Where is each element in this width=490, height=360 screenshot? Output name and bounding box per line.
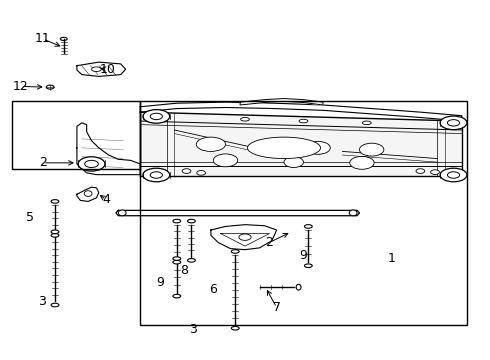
Ellipse shape <box>143 168 170 182</box>
Ellipse shape <box>173 260 181 264</box>
Ellipse shape <box>173 257 181 260</box>
Polygon shape <box>240 99 323 105</box>
Polygon shape <box>77 62 125 76</box>
Ellipse shape <box>51 303 59 307</box>
Bar <box>140 102 466 325</box>
Ellipse shape <box>173 219 181 223</box>
Text: 5: 5 <box>25 211 34 224</box>
Ellipse shape <box>60 37 67 41</box>
Ellipse shape <box>447 172 460 178</box>
Text: 2: 2 <box>266 236 273 249</box>
Ellipse shape <box>92 67 101 72</box>
Ellipse shape <box>284 157 303 167</box>
Ellipse shape <box>304 225 312 228</box>
Text: 3: 3 <box>189 323 197 336</box>
Ellipse shape <box>416 169 425 174</box>
Text: 7: 7 <box>272 301 281 314</box>
Ellipse shape <box>182 169 191 174</box>
Ellipse shape <box>196 137 225 152</box>
Ellipse shape <box>197 171 205 175</box>
Text: 9: 9 <box>156 276 164 289</box>
Ellipse shape <box>363 121 371 125</box>
Text: 2: 2 <box>39 156 47 169</box>
Text: 11: 11 <box>35 32 50 45</box>
Text: 8: 8 <box>180 264 188 276</box>
Ellipse shape <box>306 141 330 154</box>
Ellipse shape <box>173 294 181 298</box>
Ellipse shape <box>241 117 249 121</box>
Ellipse shape <box>296 284 301 290</box>
Polygon shape <box>77 187 99 202</box>
Ellipse shape <box>213 154 238 167</box>
Ellipse shape <box>188 258 196 262</box>
Ellipse shape <box>118 210 126 216</box>
Ellipse shape <box>431 170 440 175</box>
Polygon shape <box>140 112 462 176</box>
Text: 9: 9 <box>299 249 307 262</box>
Ellipse shape <box>257 140 282 153</box>
Ellipse shape <box>239 234 251 240</box>
Polygon shape <box>116 210 360 216</box>
Ellipse shape <box>360 143 384 156</box>
Text: 12: 12 <box>13 80 29 93</box>
Ellipse shape <box>440 168 467 182</box>
Ellipse shape <box>85 160 98 167</box>
Ellipse shape <box>51 230 59 234</box>
Polygon shape <box>77 123 140 175</box>
Ellipse shape <box>84 191 92 197</box>
Ellipse shape <box>231 327 239 330</box>
Ellipse shape <box>150 172 162 178</box>
Ellipse shape <box>143 110 170 123</box>
Ellipse shape <box>188 219 196 223</box>
Text: 1: 1 <box>387 252 395 265</box>
Ellipse shape <box>440 116 467 130</box>
Text: 10: 10 <box>99 63 116 76</box>
Ellipse shape <box>231 249 239 253</box>
Ellipse shape <box>247 137 320 158</box>
Ellipse shape <box>51 200 59 203</box>
Ellipse shape <box>150 113 162 120</box>
Bar <box>12 102 140 169</box>
Ellipse shape <box>78 157 105 171</box>
Text: 4: 4 <box>102 193 110 206</box>
Ellipse shape <box>350 157 374 169</box>
Ellipse shape <box>304 264 312 267</box>
Ellipse shape <box>349 210 357 216</box>
Ellipse shape <box>46 85 54 89</box>
Ellipse shape <box>299 119 308 123</box>
Polygon shape <box>211 225 277 249</box>
Ellipse shape <box>51 234 59 237</box>
Ellipse shape <box>447 120 460 126</box>
Text: 6: 6 <box>209 283 217 296</box>
Text: 3: 3 <box>38 295 46 308</box>
Polygon shape <box>140 102 462 121</box>
